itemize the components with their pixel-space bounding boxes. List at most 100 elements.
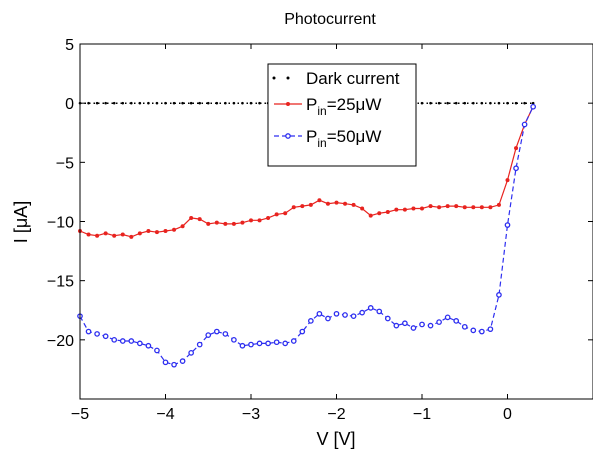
series-2-point (334, 312, 338, 316)
x-tick-label: −3 (242, 406, 260, 423)
series-1-point (471, 205, 475, 209)
series-2-point (86, 329, 90, 333)
series-1-point (352, 203, 356, 207)
series-0-point (224, 102, 227, 105)
series-0-point (216, 102, 219, 105)
series-1-point (266, 216, 270, 220)
series-1-point (394, 208, 398, 212)
series-2-point (471, 328, 475, 332)
series-2-point (309, 319, 313, 323)
series-2-point (292, 339, 296, 343)
series-0-point (181, 102, 184, 105)
series-1-point (232, 222, 236, 226)
series-0-point (258, 102, 261, 105)
series-0-point (104, 102, 107, 105)
series-1-point (164, 229, 168, 233)
series-2-point (249, 342, 253, 346)
series-2-point (129, 339, 133, 343)
series-2-point (488, 327, 492, 331)
series-1-point (514, 146, 518, 150)
series-0-point (96, 102, 99, 105)
series-2-point (437, 320, 441, 324)
series-2-point (95, 332, 99, 336)
series-0-point (113, 102, 116, 105)
series-2-point (198, 342, 202, 346)
series-2-point (428, 323, 432, 327)
y-tick-label: −15 (47, 274, 74, 291)
series-0-point (489, 102, 492, 105)
series-0-point (250, 102, 253, 105)
series-1-point (343, 202, 347, 206)
series-2-point (386, 316, 390, 320)
series-1-point (317, 198, 321, 202)
series-2-point (283, 341, 287, 345)
series-1-point (335, 201, 339, 205)
series-0-point (481, 102, 484, 105)
series-0-point (241, 102, 244, 105)
series-0-point (121, 102, 124, 105)
series-0-point (523, 102, 526, 105)
series-2-point (351, 314, 355, 318)
series-2-point (531, 105, 535, 109)
series-0-point (147, 102, 150, 105)
chart-title: Photocurrent (284, 11, 376, 28)
series-2-point (189, 351, 193, 355)
series-1-point (446, 204, 450, 208)
series-1-point (121, 233, 125, 237)
series-1-point (480, 205, 484, 209)
series-2-point (274, 340, 278, 344)
series-1-point (506, 178, 510, 182)
series-1-point (454, 204, 458, 208)
y-tick-label: −5 (56, 155, 74, 172)
series-1-point (497, 203, 501, 207)
y-axis-label: I [μA] (11, 201, 31, 243)
series-0-point (207, 102, 210, 105)
legend-marker-0 (287, 77, 290, 80)
series-1-point (104, 231, 108, 235)
series-1-point (403, 208, 407, 212)
series-2-point (377, 309, 381, 313)
series-1-point (300, 204, 304, 208)
series-2-point (326, 316, 330, 320)
series-0-point (463, 102, 466, 105)
series-2-point (121, 339, 125, 343)
x-tick-label: −1 (413, 406, 431, 423)
series-1-point (112, 234, 116, 238)
series-2-point (522, 122, 526, 126)
series-2-point (138, 341, 142, 345)
series-1-point (249, 218, 253, 222)
series-2-point (103, 334, 107, 338)
series-1-point (129, 235, 133, 239)
x-tick-label: −5 (71, 406, 89, 423)
series-1-point (292, 205, 296, 209)
series-0-point (515, 102, 518, 105)
x-tick-label: 0 (503, 406, 512, 423)
series-2-point (317, 312, 321, 316)
series-1-point (172, 228, 176, 232)
series-0-point (498, 102, 501, 105)
series-2-point (257, 341, 261, 345)
series-2-point (343, 313, 347, 317)
series-2-point (420, 322, 424, 326)
legend-marker-1 (286, 102, 290, 106)
series-2-point (454, 319, 458, 323)
series-0-point (421, 102, 424, 105)
series-0-point (198, 102, 201, 105)
y-tick-label: 5 (65, 37, 74, 54)
series-2-point (300, 329, 304, 333)
series-2-point (240, 344, 244, 348)
series-2-point (266, 341, 270, 345)
series-0-point (190, 102, 193, 105)
series-0-point (472, 102, 475, 105)
series-1-point (411, 206, 415, 210)
series-2-point (146, 344, 150, 348)
series-1-point (223, 222, 227, 226)
series-2-point (172, 362, 176, 366)
series-2-point (112, 338, 116, 342)
series-0-point (156, 102, 159, 105)
series-1-point (377, 211, 381, 215)
series-2-point (206, 333, 210, 337)
legend-marker-2 (286, 134, 290, 138)
y-tick-label: −20 (47, 333, 74, 350)
